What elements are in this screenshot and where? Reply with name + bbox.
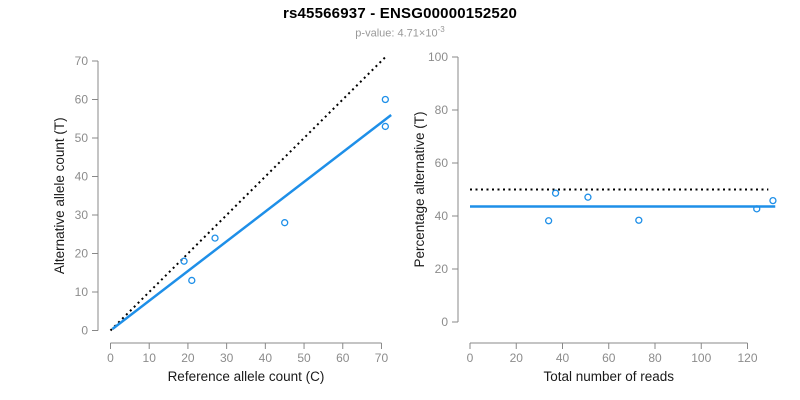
figure-subtitle: p-value: 4.71×10-3 bbox=[0, 25, 800, 40]
x-tick-label: 40 bbox=[556, 351, 570, 365]
x-tick-label: 70 bbox=[375, 351, 389, 365]
pvalue-text: p-value: 4.71 bbox=[355, 27, 419, 40]
percentage-reads-plot-data-point bbox=[551, 189, 560, 197]
identity-dotted-line bbox=[109, 54, 388, 332]
percentage-reads-plot-data-point bbox=[753, 205, 761, 213]
x-tick-label: 80 bbox=[648, 351, 662, 365]
x-tick-label: 0 bbox=[107, 351, 114, 365]
y-tick-label: 50 bbox=[75, 131, 89, 145]
allele-count-plot-data-point bbox=[188, 276, 196, 285]
x-tick-label: 60 bbox=[602, 351, 616, 365]
allele-count-plot-y-axis: 0 10 20 30 40 50 60 70 bbox=[75, 54, 99, 338]
x-tick-label: 0 bbox=[467, 351, 474, 365]
x-tick-label: 50 bbox=[297, 351, 311, 365]
percentage-reads-plot-y-axis: 0 20 40 60 80 100 bbox=[428, 50, 459, 329]
y-tick-label: 20 bbox=[75, 247, 89, 261]
x-tick-label: 100 bbox=[691, 351, 711, 365]
allele-count-plot-data-point bbox=[211, 234, 219, 242]
y-tick-label: 60 bbox=[435, 156, 449, 170]
allele-count-plot-data-point bbox=[281, 219, 289, 227]
x-tick-label: 20 bbox=[510, 351, 524, 365]
y-tick-label: 20 bbox=[435, 262, 449, 276]
y-tick-label: 30 bbox=[75, 208, 89, 222]
pvalue-times: ×10 bbox=[418, 27, 438, 40]
y-tick-label: 10 bbox=[75, 285, 89, 299]
percentage-reads-plot-data-point bbox=[635, 216, 643, 224]
percentage-reads-plot-y-axis-title: Percentage alternative (T) bbox=[412, 111, 427, 267]
pvalue-exponent: -3 bbox=[437, 25, 445, 34]
y-tick-label: 0 bbox=[441, 315, 448, 329]
y-tick-label: 100 bbox=[428, 50, 448, 64]
percentage-reads-plot-x-axis: 0 20 40 60 80 100 120 bbox=[467, 342, 758, 365]
allele-count-plot: 0 10 20 30 40 50 60 70 0 10 20 30 40 50 60 70 Reference … bbox=[52, 54, 392, 384]
y-tick-label: 40 bbox=[75, 170, 89, 184]
x-tick-label: 30 bbox=[220, 351, 234, 365]
x-tick-label: 40 bbox=[259, 351, 273, 365]
x-tick-label: 10 bbox=[143, 351, 157, 365]
allele-count-plot-data-point bbox=[381, 95, 389, 104]
allele-count-plot-data-point bbox=[180, 257, 188, 265]
percentage-reads-plot-x-axis-title: Total number of reads bbox=[543, 369, 674, 384]
allele-count-plot-data-point bbox=[381, 122, 389, 131]
figure-title: rs45566937 - ENSG00000152520 bbox=[282, 5, 518, 22]
x-tick-label: 60 bbox=[336, 351, 350, 365]
percentage-reads-plot-data-point bbox=[584, 193, 592, 201]
x-tick-label: 20 bbox=[181, 351, 195, 365]
percentage-reads-plot-data-point bbox=[544, 217, 553, 225]
x-tick-label: 120 bbox=[737, 351, 757, 365]
y-tick-label: 0 bbox=[81, 324, 88, 338]
y-tick-label: 60 bbox=[75, 93, 89, 107]
percentage-reads-plot-data-point bbox=[769, 196, 777, 205]
allele-count-plot-y-axis-title: Alternative allele count (T) bbox=[52, 117, 67, 274]
allele-count-plot-x-axis: 0 10 20 30 40 50 60 70 bbox=[107, 342, 389, 365]
allele-count-plot-x-axis-title: Reference allele count (C) bbox=[168, 369, 325, 384]
percentage-reads-plot: 0 20 40 60 80 100 0 20 40 60 80 100 120 Total number … bbox=[412, 50, 777, 384]
y-tick-label: 40 bbox=[435, 209, 449, 223]
fitted-ratio-line bbox=[111, 114, 392, 331]
y-tick-label: 70 bbox=[75, 54, 89, 68]
y-tick-label: 80 bbox=[435, 103, 449, 117]
